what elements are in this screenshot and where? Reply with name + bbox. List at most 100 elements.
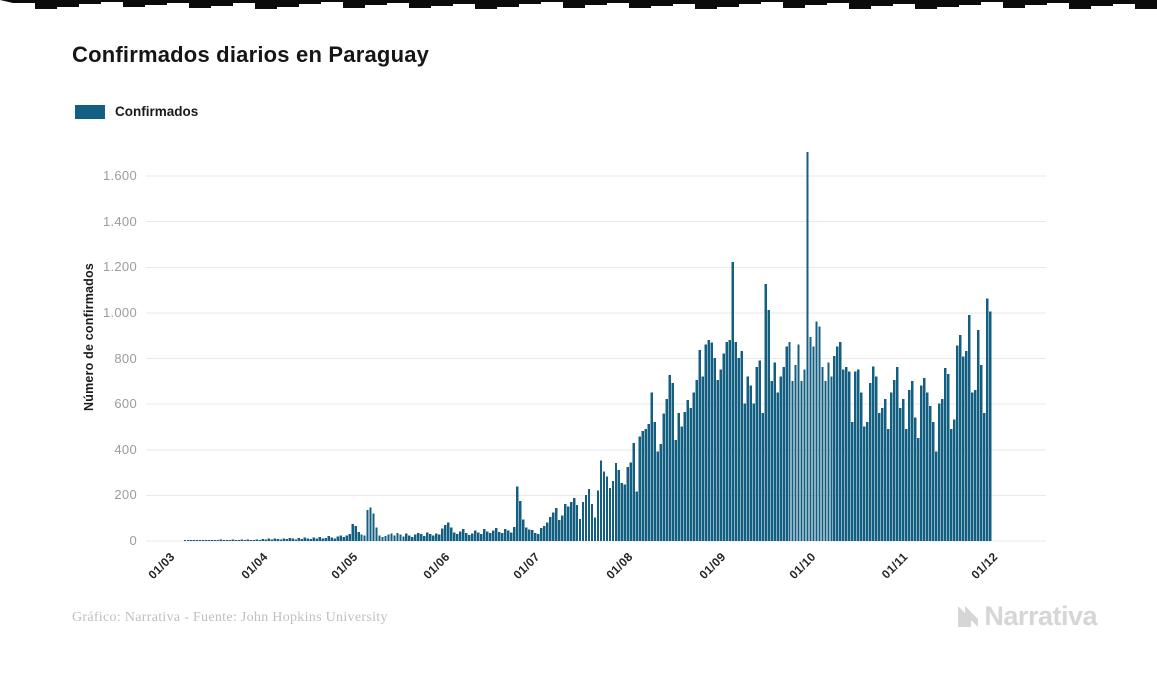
bar bbox=[943, 368, 947, 541]
bar bbox=[668, 374, 672, 541]
bar bbox=[489, 533, 492, 541]
bar bbox=[327, 535, 330, 541]
bar bbox=[866, 421, 869, 541]
bar bbox=[183, 540, 187, 541]
bar bbox=[743, 403, 746, 541]
bar bbox=[384, 535, 387, 541]
bar bbox=[908, 389, 911, 541]
bar bbox=[653, 421, 657, 541]
bar bbox=[360, 534, 363, 541]
bar bbox=[222, 540, 226, 541]
bar bbox=[282, 538, 285, 541]
bar bbox=[809, 336, 812, 541]
bar bbox=[791, 380, 794, 541]
bar bbox=[297, 538, 300, 541]
bar bbox=[949, 428, 953, 541]
bar bbox=[480, 534, 483, 541]
bar bbox=[324, 537, 327, 541]
bar bbox=[767, 309, 770, 541]
bar bbox=[869, 383, 872, 541]
bar bbox=[318, 536, 321, 541]
bar bbox=[737, 358, 740, 541]
bar bbox=[501, 532, 504, 541]
bar bbox=[399, 534, 402, 541]
bar bbox=[420, 534, 423, 541]
bar bbox=[267, 538, 270, 541]
bar bbox=[680, 426, 683, 541]
bar bbox=[988, 311, 992, 541]
bar bbox=[722, 353, 725, 541]
bar bbox=[773, 362, 776, 541]
legend-label: Confirmados bbox=[115, 104, 199, 119]
bar bbox=[246, 539, 250, 541]
bar bbox=[647, 424, 651, 541]
bar bbox=[920, 385, 923, 541]
y-tick-label: 800 bbox=[114, 350, 137, 366]
bar bbox=[848, 371, 851, 541]
bar bbox=[716, 380, 719, 541]
bar bbox=[524, 527, 528, 541]
bar bbox=[423, 535, 426, 541]
bar bbox=[752, 403, 755, 541]
bar bbox=[755, 367, 758, 541]
bar bbox=[620, 482, 624, 541]
bar bbox=[952, 419, 956, 541]
bar bbox=[441, 528, 444, 541]
bar bbox=[896, 367, 899, 541]
bar bbox=[348, 534, 351, 541]
bar bbox=[402, 536, 405, 541]
torn-edge-shape bbox=[0, 0, 1157, 9]
bar bbox=[788, 342, 791, 541]
bar bbox=[216, 540, 220, 541]
bar bbox=[842, 369, 845, 541]
bar bbox=[426, 532, 429, 541]
bar bbox=[890, 392, 893, 541]
chart-title: Confirmados diarios en Paraguay bbox=[72, 42, 430, 67]
bar bbox=[234, 540, 238, 541]
bar bbox=[198, 540, 202, 541]
bar bbox=[881, 408, 884, 541]
bar bbox=[698, 349, 701, 541]
bar bbox=[551, 512, 555, 541]
bar bbox=[435, 533, 438, 541]
bar bbox=[899, 408, 902, 541]
bar bbox=[608, 488, 612, 541]
bar bbox=[689, 408, 692, 541]
bar bbox=[578, 519, 582, 541]
y-tick-label: 1.400 bbox=[102, 213, 137, 229]
y-tick-label: 200 bbox=[114, 487, 137, 503]
bar bbox=[746, 376, 749, 541]
bar bbox=[560, 515, 564, 541]
bar bbox=[417, 533, 420, 541]
bar bbox=[339, 535, 342, 541]
bar bbox=[770, 380, 773, 541]
bar bbox=[237, 539, 241, 541]
bar bbox=[734, 342, 737, 541]
bar bbox=[590, 504, 594, 541]
bar bbox=[575, 504, 579, 541]
bar bbox=[533, 532, 537, 541]
bar bbox=[507, 530, 510, 541]
bar bbox=[713, 358, 716, 541]
bar bbox=[276, 538, 279, 541]
bar bbox=[854, 371, 857, 541]
bar bbox=[976, 329, 980, 541]
bar bbox=[453, 532, 456, 541]
bar bbox=[521, 519, 525, 541]
bar bbox=[333, 538, 336, 541]
bar bbox=[641, 431, 645, 541]
bar bbox=[273, 538, 276, 541]
bar bbox=[893, 380, 896, 541]
bar bbox=[300, 538, 303, 541]
bar bbox=[240, 539, 244, 541]
bar bbox=[471, 533, 474, 541]
bar bbox=[584, 494, 588, 541]
bar bbox=[611, 481, 615, 541]
bar bbox=[719, 369, 722, 541]
bar bbox=[557, 520, 561, 541]
bar bbox=[539, 528, 543, 542]
bar bbox=[797, 344, 800, 541]
bar bbox=[623, 484, 627, 541]
bar bbox=[911, 380, 914, 541]
